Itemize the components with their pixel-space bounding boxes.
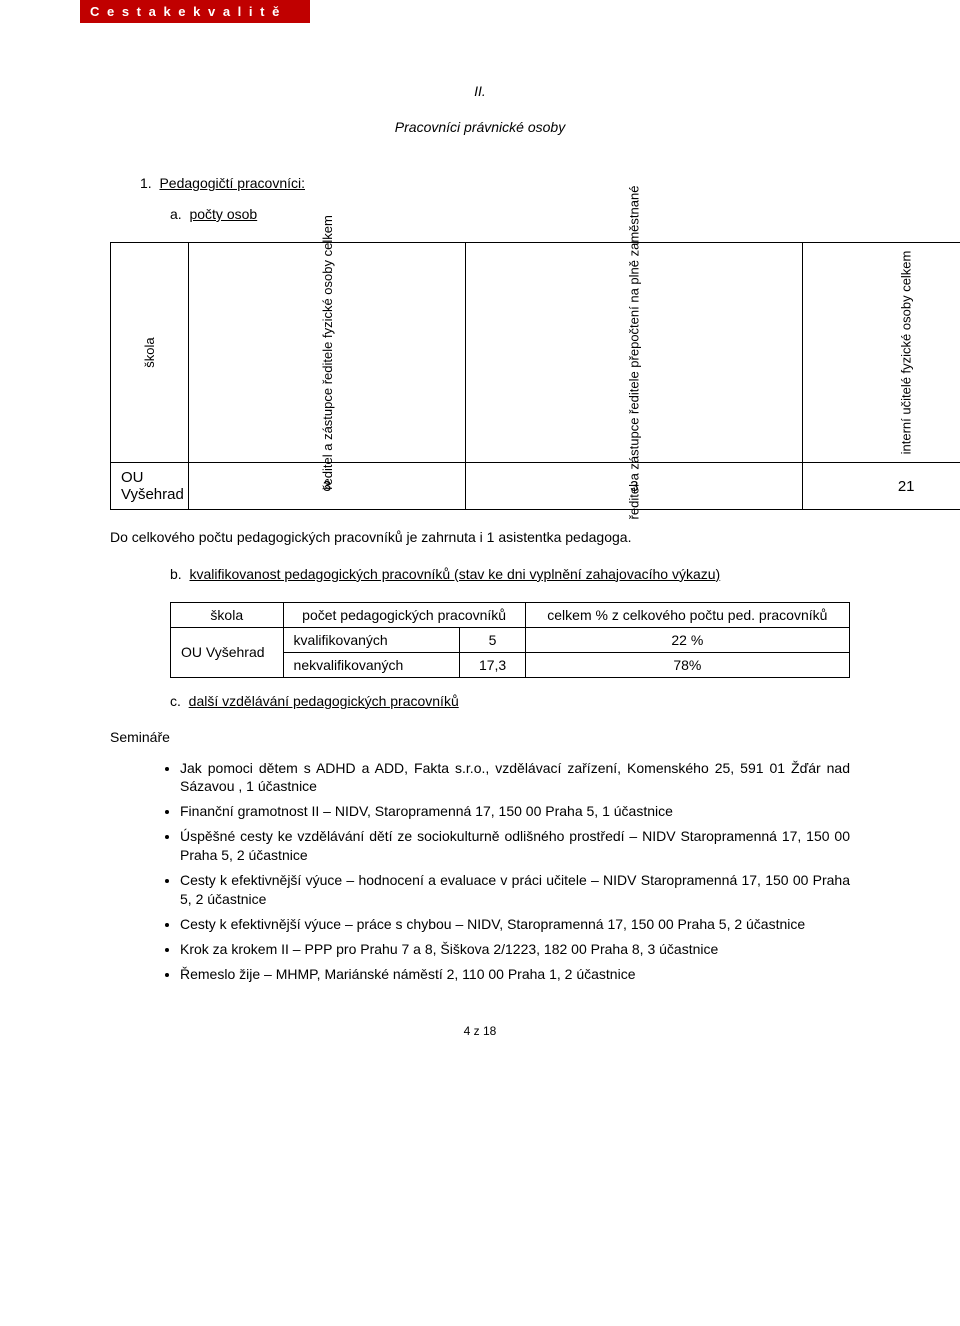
subsection-a: a. počty osob [170,206,850,222]
list-item: Úspěšné cesty ke vzdělávání dětí ze soci… [180,827,850,865]
list-item: Cesty k efektivnější výuce – hodnocení a… [180,871,850,909]
seminare-heading: Semináře [110,729,850,745]
cell: 5 [460,627,525,652]
table-header-row: škola ředitel a zástupce ředitele fyzick… [111,243,960,463]
col-header: ředitel a zástupce ředitele přepočtení n… [466,243,803,463]
sub-a-letter: a. [170,206,182,222]
subsection-c: c. další vzdělávání pedagogických pracov… [170,693,850,709]
cell: 21 [803,463,960,510]
table-qualification: škola počet pedagogických pracovníků cel… [170,602,850,678]
list-item: Finanční gramotnost II – NIDV, Staropram… [180,802,850,821]
col-header: ředitel a zástupce ředitele fyzické osob… [188,243,466,463]
note-assistant: Do celkového počtu pedagogických pracovn… [110,528,850,548]
cell: 17,3 [460,652,525,677]
cell: nekvalifikovaných [283,652,460,677]
col-header-text: ředitel a zástupce ředitele přepočtení n… [627,186,642,520]
cell: počet pedagogických pracovníků [283,602,525,627]
sub-a-label: počty osob [189,206,257,222]
sub-c-label: další vzdělávání pedagogických pracovník… [189,693,459,709]
col-header: interní učitelé fyzické osoby celkem [803,243,960,463]
subsection-1-label: Pedagogičtí pracovníci: [159,175,305,191]
subsection-1: 1. Pedagogičtí pracovníci: [140,175,850,191]
sub-b-label: kvalifikovanost pedagogických pracovníků… [189,566,720,582]
cell: škola [171,602,284,627]
section-title: Pracovníci právnické osoby [110,119,850,135]
section-number: II. [110,83,850,99]
table-row: škola počet pedagogických pracovníků cel… [171,602,850,627]
cell: celkem % z celkového počtu ped. pracovní… [525,602,849,627]
sub-b-letter: b. [170,566,182,582]
subsection-b: b. kvalifikovanost pedagogických pracovn… [170,566,850,582]
col-header-text: škola [142,315,157,390]
table-row: OU Vyšehrad kvalifikovaných 5 22 % [171,627,850,652]
col-header: škola [111,243,189,463]
subsection-1-num: 1. [140,175,152,191]
cell: kvalifikovaných [283,627,460,652]
page-number: 4 z 18 [110,1024,850,1038]
list-item: Cesty k efektivnější výuce – práce s chy… [180,915,850,934]
table-row: OU Vyšehrad 3 3 21 22,3 1 0,2 17 25 [111,463,960,510]
cell: 22 % [525,627,849,652]
sub-c-letter: c. [170,693,181,709]
col-header-text: interní učitelé fyzické osoby celkem [899,251,914,455]
header-bar: C e s t a k e k v a l i t ě [80,0,310,23]
list-item: Řemeslo žije – MHMP, Mariánské náměstí 2… [180,965,850,984]
cell: 78% [525,652,849,677]
cell: OU Vyšehrad [171,627,284,677]
list-item: Krok za krokem II – PPP pro Prahu 7 a 8,… [180,940,850,959]
cell: OU Vyšehrad [111,463,189,510]
col-header-text: ředitel a zástupce ředitele fyzické osob… [320,215,335,490]
table-counts: škola ředitel a zástupce ředitele fyzick… [110,242,960,510]
page-content: II. Pracovníci právnické osoby 1. Pedago… [0,23,960,1068]
list-item: Jak pomoci dětem s ADHD a ADD, Fakta s.r… [180,759,850,797]
seminar-list: Jak pomoci dětem s ADHD a ADD, Fakta s.r… [160,759,850,984]
